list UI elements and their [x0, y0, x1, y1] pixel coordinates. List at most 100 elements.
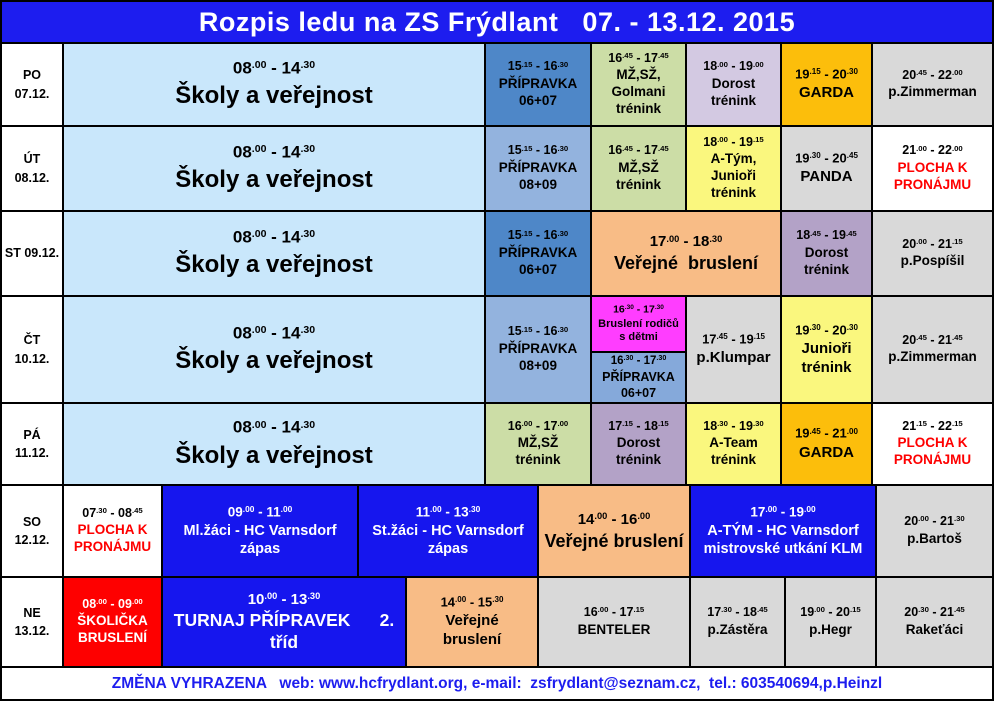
time-range: 16.30 - 17.30 — [610, 354, 667, 368]
event-label: Dorost — [804, 244, 849, 260]
event-label: A-Tým, — [710, 151, 757, 167]
event-label: p.Bartoš — [907, 530, 962, 546]
time-range: 18.45 - 19.45 — [796, 228, 857, 243]
day-label: 08.12. — [14, 170, 50, 185]
event-label: PŘÍPRAVKA — [498, 244, 578, 260]
schedule-cell: 18.00 - 19.00 Dorost trénink — [687, 44, 780, 125]
event-label: ŠKOLIČKA — [77, 613, 148, 629]
time-range: 11.00 - 13.30 — [415, 504, 481, 520]
event-label: BRUSLENÍ — [77, 630, 147, 646]
day-label: 13.12. — [14, 624, 50, 638]
time-range: 17.30 - 18.45 — [707, 605, 768, 620]
time-range: 18.30 - 19.30 — [703, 419, 764, 434]
time-range: 14.00 - 15.30 — [440, 594, 504, 610]
event-label: trénink — [615, 176, 661, 192]
event-label: Veřejné — [445, 612, 499, 630]
schedule-cell: 20.45 - 21.45 p.Zimmerman — [873, 297, 992, 402]
schedule-cell: 15.15 - 16.30 PŘÍPRAVKA 08+09 — [486, 297, 590, 402]
day-cell: PÁ 11.12. — [2, 404, 62, 484]
time-range: 17.15 - 18.15 — [608, 419, 669, 434]
event-label: p.Zástěra — [707, 621, 768, 637]
day-label: 07.12. — [14, 86, 50, 101]
schedule-cell: 19.15 - 20.30 GARDA — [782, 44, 871, 125]
time-range: 17.00 - 19.00 — [750, 504, 816, 520]
event-label: Školy a veřejnost — [175, 441, 373, 469]
schedule-cell: 17.00 - 18.30 Veřejné bruslení — [592, 212, 780, 295]
day-label: PO — [22, 68, 42, 83]
event-label: trénink — [710, 185, 756, 201]
event-label: MŽ,SŽ — [517, 435, 559, 451]
event-label: Rakeťáci — [905, 621, 964, 637]
footer-note: ZMĚNA VYHRAZENA web: www.hcfrydlant.org,… — [2, 668, 992, 699]
schedule-cell: 17.30 - 18.45 p.Zástěra — [691, 578, 784, 666]
schedule-cell: 15.15 - 16.30 PŘÍPRAVKA 08+09 — [486, 127, 590, 210]
event-label: PLOCHA K — [77, 522, 148, 538]
event-label: GARDA — [799, 84, 854, 102]
schedule-cell: 16.45 - 17.45 MŽ,SŽ, Golmani trénink — [592, 44, 685, 125]
event-label: MŽ,SŽ — [618, 159, 659, 175]
time-range: 19.15 - 20.30 — [795, 66, 858, 82]
time-range: 07.30 - 08.45 — [82, 506, 143, 521]
schedule-cell: 08.00 - 14.30 Školy a veřejnost — [64, 127, 484, 210]
day-label: 11.12. — [14, 446, 50, 460]
day-cell: SO 12.12. — [2, 486, 62, 576]
event-label: trénink — [710, 452, 756, 468]
schedule-cell: 20.00 - 21.15 p.Pospíšil — [873, 212, 992, 295]
schedule-cell: 18.00 - 19.15 A-Tým, Junioři trénink — [687, 127, 780, 210]
time-range: 15.15 - 16.30 — [507, 324, 569, 339]
schedule-cell: 08.00 - 14.30 Školy a veřejnost — [64, 44, 484, 125]
schedule-cell: 16.00 - 17.15 BENTELER — [539, 578, 689, 666]
event-label: GARDA — [799, 443, 854, 461]
time-range: 21.15 - 22.15 — [902, 419, 963, 434]
event-label: p.Zimmerman — [888, 84, 977, 100]
event-label: trénink — [515, 452, 561, 468]
schedule-row: ST 09.12. 08.00 - 14.30 Školy a veřejnost 1… — [2, 212, 992, 295]
event-label: Školy a veřejnost — [175, 82, 373, 109]
event-label: tříd — [269, 632, 299, 653]
day-label: 10.12. — [14, 351, 50, 366]
schedule-cell: 18.45 - 19.45 Dorost trénink — [782, 212, 871, 295]
time-range: 20.00 - 21.15 — [902, 236, 963, 251]
day-label: ÚT — [23, 152, 41, 167]
schedule-cell: 17.45 - 19.15 p.Klumpar — [687, 297, 780, 402]
day-cell: PO 07.12. — [2, 44, 62, 125]
time-range: 17.00 - 18.30 — [649, 233, 723, 251]
schedule-row: NE 13.12. 08.00 - 09.00 ŠKOLIČKA BRUSLENÍ 10.… — [2, 578, 992, 666]
event-label: zápas — [427, 541, 469, 557]
time-range: 15.15 - 16.30 — [507, 228, 569, 243]
event-label: Golmani — [611, 84, 666, 100]
schedule-cell: 20.30 - 21.45 Rakeťáci — [877, 578, 992, 666]
schedule-cell: 17.00 - 19.00 A-TÝM - HC Varnsdorf mistrov… — [691, 486, 875, 576]
event-label: Veřejné bruslení — [544, 530, 684, 551]
event-label: Bruslení rodičů — [598, 317, 679, 330]
event-label: PŘÍPRAVKA — [498, 340, 578, 356]
event-label: PŘÍPRAVKA — [602, 370, 675, 385]
event-label: A-TÝM - HC Varnsdorf — [707, 522, 859, 539]
schedule-cell: 16.45 - 17.45 MŽ,SŽ trénink — [592, 127, 685, 210]
schedule-row: ČT 10.12. 08.00 - 14.30 Školy a veřejnost 15… — [2, 297, 992, 402]
event-label: 08+09 — [519, 357, 557, 373]
time-range: 19.30 - 20.45 — [795, 150, 858, 166]
event-label: PLOCHA K — [897, 159, 968, 175]
day-label: ST 09.12. — [4, 246, 60, 261]
schedule-cell: 19.30 - 20.30 Junioři trénink — [782, 297, 871, 402]
event-label: Dorost — [616, 435, 661, 451]
time-range: 19.30 - 20.30 — [795, 321, 858, 337]
schedule-cell: 19.45 - 21.00 GARDA — [782, 404, 871, 484]
schedule-cell: 07.30 - 08.45 PLOCHA K PRONÁJMU — [64, 486, 161, 576]
time-range: 08.00 - 09.00 — [82, 597, 143, 612]
schedule-cell: 21.15 - 22.15 PLOCHA K PRONÁJMU — [873, 404, 992, 484]
schedule-cell: 08.00 - 14.30 Školy a veřejnost — [64, 404, 484, 484]
schedule-cell: 16.30 - 17.30 Bruslení rodičů s dětmi — [592, 297, 685, 351]
schedule-cell: 08.00 - 14.30 Školy a veřejnost — [64, 297, 484, 402]
time-range: 09.00 - 11.00 — [227, 504, 293, 520]
time-range: 20.30 - 21.45 — [904, 605, 965, 620]
schedule-cell: 17.15 - 18.15 Dorost trénink — [592, 404, 685, 484]
time-range: 10.00 - 13.30 — [247, 591, 321, 608]
event-label: zápas — [239, 541, 281, 557]
day-label: NE — [23, 605, 41, 620]
day-cell: ČT 10.12. — [2, 297, 62, 402]
event-label: p.Klumpar — [696, 349, 771, 367]
event-label: trénink — [615, 101, 661, 117]
time-range: 18.00 - 19.15 — [703, 135, 764, 150]
